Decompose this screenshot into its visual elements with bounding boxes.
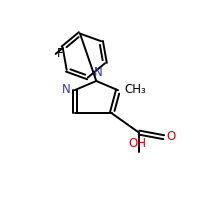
- Text: O: O: [166, 130, 175, 143]
- Text: N: N: [93, 66, 102, 79]
- Text: OH: OH: [128, 137, 146, 150]
- Text: F: F: [56, 47, 63, 60]
- Text: CH₃: CH₃: [124, 83, 146, 96]
- Text: N: N: [62, 83, 71, 96]
